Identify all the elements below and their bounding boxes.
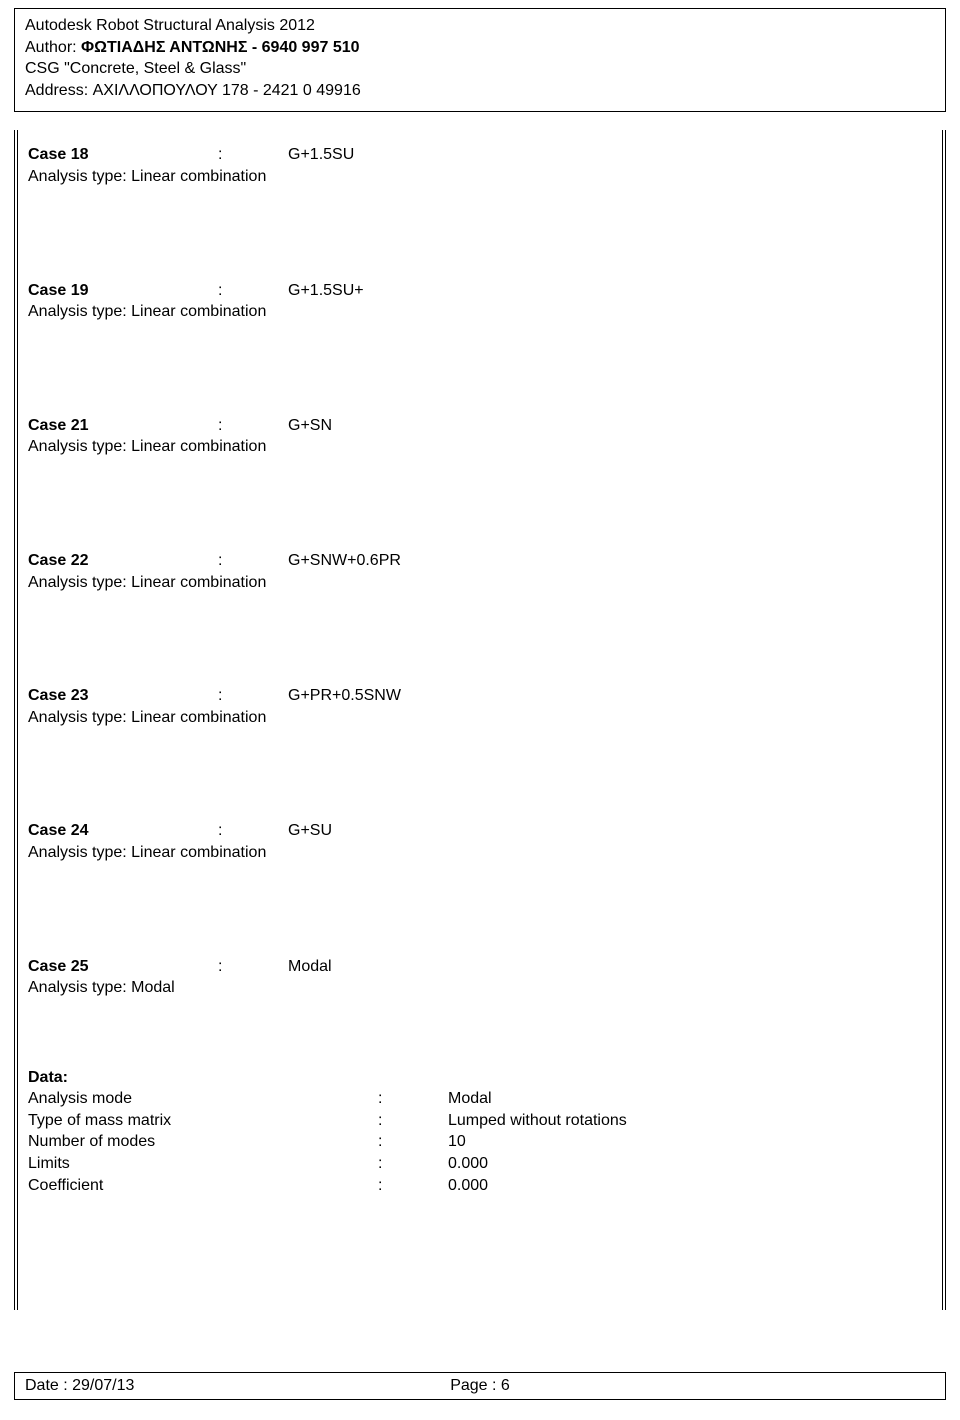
analysis-type: Analysis type: Linear combination	[28, 436, 932, 458]
software-name: Autodesk Robot Structural Analysis 2012	[25, 15, 935, 37]
data-section: Data: Analysis mode : Modal Type of mass…	[28, 1067, 932, 1197]
case-name: G+1.5SU	[288, 144, 354, 166]
case-colon: :	[218, 144, 288, 166]
case-label: Case 19	[28, 280, 218, 302]
data-row: Number of modes : 10	[28, 1131, 932, 1153]
case-label: Case 22	[28, 550, 218, 572]
case-colon: :	[218, 956, 288, 978]
case-label: Case 21	[28, 415, 218, 437]
footer-page: Page : 6	[450, 1377, 510, 1395]
footer-inner: Date : 29/07/13 Page : 6	[25, 1377, 935, 1395]
address-label: Address:	[25, 82, 88, 99]
case-colon: :	[218, 820, 288, 842]
data-colon: :	[378, 1175, 448, 1197]
case-colon: :	[218, 280, 288, 302]
data-label: Limits	[28, 1153, 378, 1175]
case-label: Case 24	[28, 820, 218, 842]
company-line: CSG "Concrete, Steel & Glass"	[25, 58, 935, 80]
case-row: Case 18 : G+1.5SU	[28, 144, 932, 166]
case-row: Case 25 : Modal	[28, 956, 932, 978]
analysis-type: Analysis type: Modal	[28, 977, 932, 999]
data-value: 10	[448, 1131, 466, 1153]
data-colon: :	[378, 1088, 448, 1110]
analysis-type: Analysis type: Linear combination	[28, 166, 932, 188]
case-name: Modal	[288, 956, 332, 978]
case-name: G+SU	[288, 820, 332, 842]
case-block: Case 21 : G+SN Analysis type: Linear com…	[28, 415, 932, 458]
data-row: Type of mass matrix : Lumped without rot…	[28, 1110, 932, 1132]
case-name: G+SNW+0.6PR	[288, 550, 401, 572]
case-block: Case 23 : G+PR+0.5SNW Analysis type: Lin…	[28, 685, 932, 728]
data-label: Analysis mode	[28, 1088, 378, 1110]
analysis-type: Analysis type: Linear combination	[28, 301, 932, 323]
data-colon: :	[378, 1131, 448, 1153]
case-label: Case 25	[28, 956, 218, 978]
content-frame: Case 18 : G+1.5SU Analysis type: Linear …	[14, 130, 946, 1310]
header-box: Autodesk Robot Structural Analysis 2012 …	[14, 8, 946, 112]
case-name: G+1.5SU+	[288, 280, 364, 302]
analysis-type: Analysis type: Linear combination	[28, 842, 932, 864]
case-block: Case 18 : G+1.5SU Analysis type: Linear …	[28, 144, 932, 187]
data-value: 0.000	[448, 1153, 488, 1175]
address-line: Address: ΑΧΙΛΛΟΠΟΥΛΟΥ 178 - 2421 0 49916	[25, 80, 935, 102]
data-value: Lumped without rotations	[448, 1110, 627, 1132]
data-row: Analysis mode : Modal	[28, 1088, 932, 1110]
case-label: Case 18	[28, 144, 218, 166]
data-row: Limits : 0.000	[28, 1153, 932, 1175]
case-block: Case 19 : G+1.5SU+ Analysis type: Linear…	[28, 280, 932, 323]
address-value: ΑΧΙΛΛΟΠΟΥΛΟΥ 178 - 2421 0 49916	[93, 82, 361, 99]
data-value: 0.000	[448, 1175, 488, 1197]
case-block: Case 24 : G+SU Analysis type: Linear com…	[28, 820, 932, 863]
data-heading: Data:	[28, 1067, 932, 1089]
case-name: G+SN	[288, 415, 332, 437]
data-value: Modal	[448, 1088, 492, 1110]
author-line: Author: ΦΩΤΙΑΔΗΣ ΑΝΤΩΝΗΣ - 6940 997 510	[25, 37, 935, 59]
case-row: Case 22 : G+SNW+0.6PR	[28, 550, 932, 572]
case-row: Case 24 : G+SU	[28, 820, 932, 842]
case-colon: :	[218, 415, 288, 437]
case-block: Case 25 : Modal Analysis type: Modal	[28, 956, 932, 999]
page-container: Autodesk Robot Structural Analysis 2012 …	[0, 0, 960, 1420]
data-label: Number of modes	[28, 1131, 378, 1153]
data-colon: :	[378, 1153, 448, 1175]
case-colon: :	[218, 685, 288, 707]
case-row: Case 21 : G+SN	[28, 415, 932, 437]
case-colon: :	[218, 550, 288, 572]
analysis-type: Analysis type: Linear combination	[28, 707, 932, 729]
data-label: Coefficient	[28, 1175, 378, 1197]
data-colon: :	[378, 1110, 448, 1132]
analysis-type: Analysis type: Linear combination	[28, 572, 932, 594]
footer-date: Date : 29/07/13	[25, 1377, 134, 1395]
footer-box: Date : 29/07/13 Page : 6	[14, 1372, 946, 1400]
author-label: Author:	[25, 39, 77, 56]
case-name: G+PR+0.5SNW	[288, 685, 401, 707]
case-row: Case 19 : G+1.5SU+	[28, 280, 932, 302]
data-label: Type of mass matrix	[28, 1110, 378, 1132]
data-row: Coefficient : 0.000	[28, 1175, 932, 1197]
case-block: Case 22 : G+SNW+0.6PR Analysis type: Lin…	[28, 550, 932, 593]
case-row: Case 23 : G+PR+0.5SNW	[28, 685, 932, 707]
case-label: Case 23	[28, 685, 218, 707]
author-value: ΦΩΤΙΑΔΗΣ ΑΝΤΩΝΗΣ - 6940 997 510	[81, 39, 359, 56]
